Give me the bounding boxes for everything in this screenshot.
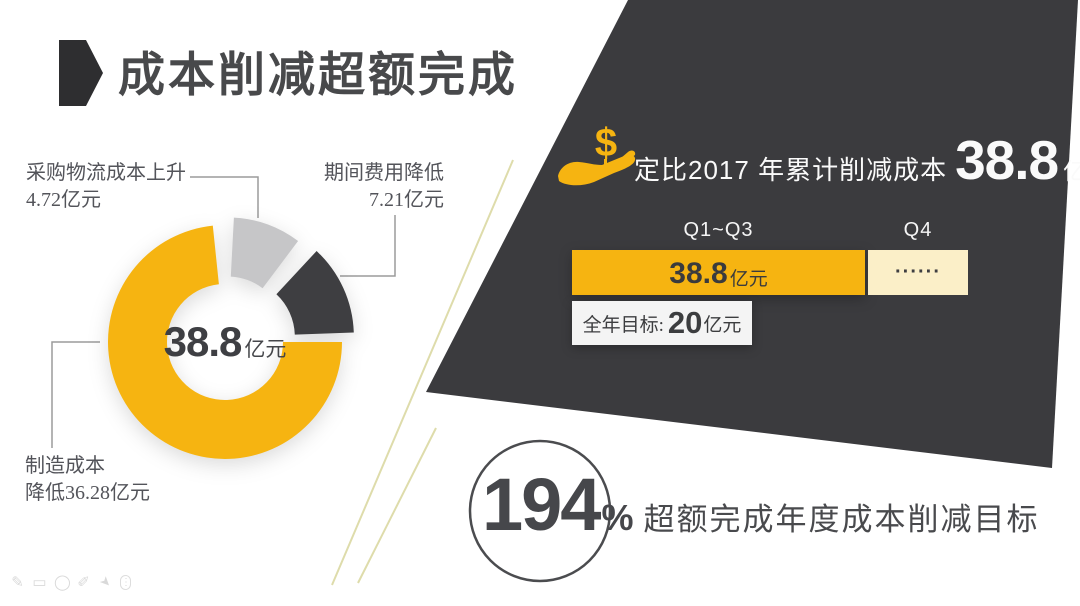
bar-category-q4: Q4: [903, 219, 933, 241]
headline-prefix: 定比2017 年累计削减成本: [634, 155, 948, 185]
callout-manufacturing-line2: 降低36.28亿元: [25, 482, 150, 504]
callout-period-expense: 期间费用降低 7.21亿元: [268, 160, 444, 214]
donut-center-label: 38.8 亿元: [105, 318, 345, 366]
connector-purchase: [190, 176, 259, 218]
conclusion: 194 % 超额完成年度成本削减目标: [482, 468, 1039, 542]
cursor-icon: ➤: [96, 572, 116, 591]
connector-period: [340, 215, 396, 277]
connector-manufacturing: [51, 341, 100, 448]
callout-purchase-line1: 采购物流成本上升: [26, 162, 186, 184]
conclusion-text: 超额完成年度成本削减目标: [643, 502, 1040, 537]
pencil-icon: ✎: [11, 574, 24, 591]
grip-icon: ⋮: [120, 574, 131, 590]
donut-center-unit: 亿元: [244, 338, 287, 361]
callout-manufacturing: 制造成本 降低36.28亿元: [25, 453, 150, 507]
callout-period-line1: 期间费用降低: [324, 162, 444, 184]
image-icon: ▭: [32, 574, 47, 591]
annual-target-box: 全年目标: 20 亿元: [572, 301, 752, 345]
bar-q1q3-unit: 亿元: [729, 269, 768, 290]
svg-text:$: $: [595, 121, 617, 165]
headline: 定比2017 年累计削减成本 38.8 亿元: [634, 128, 1080, 192]
headline-value: 38.8: [955, 129, 1059, 191]
bar-category-q1q3: Q1~Q3: [683, 219, 754, 241]
donut-center-value: 38.8: [163, 318, 243, 365]
bar-q1q3: 38.8 亿元: [572, 250, 865, 295]
ellipse-icon: ◯: [54, 574, 71, 591]
title-marker-icon: [59, 40, 103, 106]
bar-q4-placeholder: ······: [895, 261, 941, 283]
bar-q1q3-value: 38.8: [669, 256, 728, 290]
bar-q4: ······: [868, 250, 968, 295]
callout-period-line2: 7.21亿元: [369, 189, 444, 211]
conclusion-percent-sign: %: [601, 497, 634, 538]
decor-line-short: [357, 427, 437, 584]
annual-target-value: 20: [667, 305, 703, 340]
page-title: 成本削减超额完成: [118, 50, 518, 102]
callout-purchase-logistics: 采购物流成本上升 4.72亿元: [26, 160, 186, 214]
pen-icon: ✐: [77, 574, 90, 591]
conclusion-percent-value: 194: [482, 463, 601, 546]
annual-target-prefix: 全年目标:: [582, 314, 664, 336]
callout-manufacturing-line1: 制造成本: [25, 455, 105, 477]
editor-toolbar-icons: ✎ ▭ ◯ ✐ ➤ ⋮: [10, 572, 131, 591]
annual-target-unit: 亿元: [703, 314, 742, 336]
donut-segment-purchase-logistics: [230, 217, 299, 289]
hand-receiving-dollar-icon: $: [558, 121, 636, 186]
headline-unit: 亿元: [1063, 158, 1080, 184]
callout-purchase-line2: 4.72亿元: [26, 189, 101, 211]
